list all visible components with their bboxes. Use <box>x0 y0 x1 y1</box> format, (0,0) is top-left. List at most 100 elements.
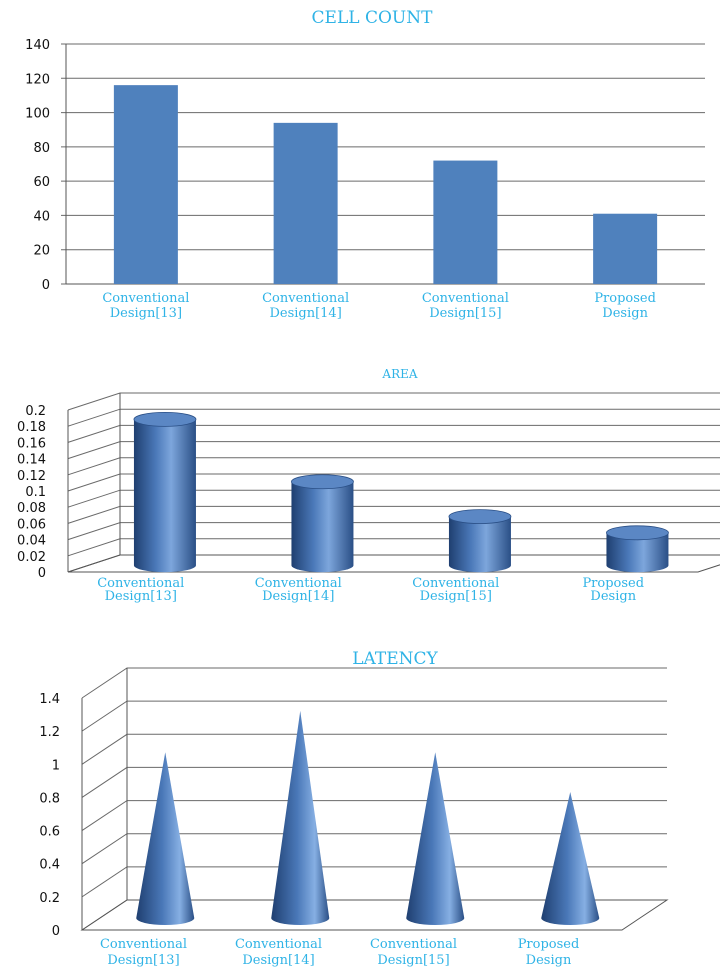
gridline <box>81 700 667 732</box>
category-label: Proposed Design <box>582 576 644 604</box>
cylinder-bar <box>291 474 354 573</box>
category-label-line: Conventional <box>235 937 322 952</box>
category-label: Conventional Design[14] <box>235 937 322 968</box>
cone-body <box>271 710 330 926</box>
y-tick-label: 0.8 <box>39 791 60 806</box>
cylinder-top <box>606 525 669 541</box>
y-tick-label: 120 <box>25 72 50 87</box>
category-label: Conventional Design[15] <box>370 937 457 968</box>
category-label-line: Conventional <box>422 291 509 306</box>
category-label-line: Design[13] <box>105 589 177 604</box>
y-tick-label: 140 <box>25 38 50 53</box>
category-label-line: Proposed <box>518 937 580 952</box>
y-tick-label: 0.14 <box>17 453 46 468</box>
cone-bar <box>136 752 195 926</box>
category-label-line: Design[15] <box>377 953 449 968</box>
chart-title: LATENCY <box>352 649 438 669</box>
area-chart: AREA 00.020.04 0.060.080.10.120.14 0.160.1… <box>17 367 720 604</box>
cylinder-bar <box>606 525 669 573</box>
cone-bar <box>541 792 600 926</box>
category-label-line: Conventional <box>97 576 184 591</box>
cone-body <box>541 792 600 926</box>
y-tick-label: 0.06 <box>17 517 46 532</box>
y-tick-label: 0.08 <box>17 501 46 516</box>
category-label-line: Design <box>602 306 648 321</box>
y-tick-label: 0.12 <box>17 469 46 484</box>
y-tick-label: 0.18 <box>17 420 46 435</box>
category-label: Proposed Design <box>594 291 656 321</box>
cone-bar <box>406 752 465 926</box>
category-label-line: Conventional <box>102 291 189 306</box>
floor <box>80 899 669 931</box>
category-label-line: Design[14] <box>262 589 334 604</box>
category-label-line: Conventional <box>255 576 342 591</box>
category-label-line: Design[14] <box>242 953 314 968</box>
bar <box>273 122 338 284</box>
category-label-line: Design[13] <box>110 306 182 321</box>
y-tick-label: 1.4 <box>39 692 60 707</box>
chart-title: CELL COUNT <box>312 8 434 28</box>
y-tick-label: 40 <box>33 209 50 224</box>
category-label: Conventional Design[15] <box>422 291 509 321</box>
y-tick-label: 0.16 <box>17 436 46 451</box>
gridline <box>81 733 667 765</box>
category-label-line: Design[15] <box>429 306 501 321</box>
cell-count-chart: CELL COUNT 0 20 40 60 80 100 120 140 Convention… <box>25 8 705 321</box>
category-label-line: Proposed <box>582 576 644 591</box>
category-label: Conventional Design[15] <box>412 576 499 604</box>
chart-title: AREA <box>381 367 417 381</box>
cone-body <box>136 752 195 926</box>
y-tick-label: 0.04 <box>17 534 46 549</box>
y-tick-label: 0 <box>38 566 46 581</box>
y-tick-label: 0.2 <box>39 891 60 906</box>
cylinder-bar <box>448 509 512 573</box>
cylinder-body <box>448 516 511 573</box>
y-tick-label: 0.2 <box>25 404 46 419</box>
bar <box>593 213 658 284</box>
y-tick-label: 0.4 <box>39 858 60 873</box>
cone-bar <box>271 710 330 926</box>
y-tick-label: 0 <box>52 924 60 939</box>
gridline <box>67 392 720 411</box>
category-label: Conventional Design[14] <box>255 576 342 604</box>
category-label-line: Conventional <box>262 291 349 306</box>
cylinder-top <box>133 411 197 427</box>
category-label-line: Design <box>590 589 636 604</box>
cylinder-top <box>448 509 512 524</box>
cylinder-body <box>133 419 196 573</box>
cylinder-body <box>606 532 669 573</box>
cylinder-top <box>291 474 354 490</box>
y-tick-label: 1.2 <box>39 725 60 740</box>
y-tick-label: 20 <box>33 244 50 259</box>
latency-chart: LATENCY 0 0.2 0.4 0.6 0.8 1 1.2 1.4 Conventiona… <box>39 649 669 968</box>
y-tick-label: 0.1 <box>25 485 46 500</box>
y-tick-label: 1 <box>52 758 60 773</box>
category-label: Conventional Design[13] <box>97 576 184 604</box>
category-label: Conventional Design[13] <box>102 291 189 321</box>
cylinder-bar <box>133 411 197 573</box>
floor <box>67 554 720 573</box>
y-tick-label: 60 <box>33 175 50 190</box>
category-label-line: Conventional <box>412 576 499 591</box>
bar <box>113 85 178 285</box>
gridline <box>81 667 667 699</box>
category-label-line: Proposed <box>594 291 656 306</box>
y-tick-label: 0.6 <box>39 825 60 840</box>
y-tick-label: 0 <box>42 278 50 293</box>
y-tick-label: 100 <box>25 107 50 122</box>
category-label: Conventional Design[13] <box>100 937 187 968</box>
category-label-line: Design[13] <box>107 953 179 968</box>
cone-body <box>406 752 465 926</box>
category-label-line: Design[14] <box>269 306 341 321</box>
y-tick-label: 80 <box>33 141 50 156</box>
category-label: Conventional Design[14] <box>262 291 349 321</box>
category-label: Proposed Design <box>518 937 580 968</box>
y-tick-label: 0.02 <box>17 550 46 565</box>
cylinder-body <box>291 481 354 573</box>
bar <box>433 160 498 284</box>
category-label-line: Design[15] <box>420 589 492 604</box>
category-label-line: Conventional <box>100 937 187 952</box>
category-label-line: Conventional <box>370 937 457 952</box>
category-label-line: Design <box>526 953 572 968</box>
